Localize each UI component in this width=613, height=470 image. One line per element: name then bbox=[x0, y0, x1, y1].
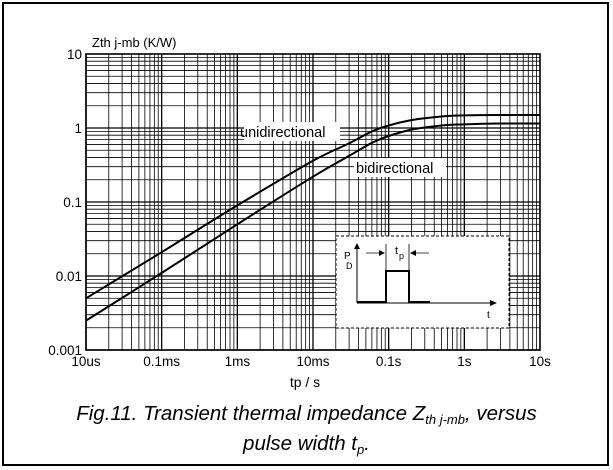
y-axis-label: Zth j-mb (K/W) bbox=[92, 35, 177, 50]
inset-pulse bbox=[357, 270, 430, 303]
y-tick-label: 10 bbox=[67, 47, 82, 62]
caption-line2-suffix: . bbox=[364, 432, 370, 455]
inset-y-arrow bbox=[354, 243, 360, 249]
inset-width-arrow-left bbox=[379, 250, 385, 256]
inset-x-label: t bbox=[487, 310, 490, 321]
label-backdrop-unidirectional bbox=[244, 122, 340, 141]
figure-frame bbox=[2, 2, 609, 466]
inset-x-arrow bbox=[490, 300, 497, 306]
series-label-unidirectional: unidirectional bbox=[240, 125, 325, 141]
x-tick-labels: 10us 0.1ms 1ms 10ms 0.1s 1s 10s bbox=[71, 354, 551, 369]
x-tick-label: 0.1s bbox=[376, 354, 402, 369]
inset-box bbox=[335, 235, 510, 329]
series bbox=[85, 113, 541, 322]
series-label-bidirectional: bidirectional bbox=[356, 161, 433, 177]
y-tick-labels: 10 1 0.1 0.01 0.001 bbox=[48, 47, 82, 358]
x-tick-label: 10s bbox=[529, 354, 551, 369]
caption-line2-sub: p bbox=[357, 442, 365, 457]
x-tick-label: 1ms bbox=[225, 354, 251, 369]
x-tick-label: 0.1ms bbox=[143, 354, 180, 369]
y-tick-label: 1 bbox=[74, 121, 82, 136]
inset-width-label-p: p bbox=[399, 251, 404, 261]
x-tick-label: 10us bbox=[71, 354, 101, 369]
figure-caption: Fig.11. Transient thermal impedance Zth … bbox=[0, 402, 613, 462]
x-axis-label: tp / s bbox=[290, 374, 320, 390]
y-tick-label: 0.01 bbox=[56, 269, 82, 284]
caption-line-2: pulse width tp. bbox=[0, 432, 613, 462]
y-tick-label: 0.1 bbox=[63, 195, 82, 210]
inset-width-arrow-right bbox=[410, 250, 416, 256]
caption-line1-suffix: , versus bbox=[464, 402, 537, 425]
series-line-bidirectional bbox=[85, 122, 541, 322]
inset-y-label-d: D bbox=[346, 261, 353, 271]
pulse-inset: t p P D t bbox=[335, 235, 510, 329]
inset-width-label-t: t bbox=[395, 245, 398, 257]
caption-line2-prefix: pulse width t bbox=[243, 432, 357, 455]
caption-line-1: Fig.11. Transient thermal impedance Zth … bbox=[0, 402, 613, 432]
plot-area bbox=[85, 53, 541, 351]
inset-y-label-p: P bbox=[344, 251, 351, 262]
x-tick-label: 10ms bbox=[296, 354, 329, 369]
caption-line1-sub: th j-mb bbox=[425, 412, 465, 427]
y-tick-label: 0.001 bbox=[48, 343, 82, 358]
caption-line1-prefix: Fig.11. Transient thermal impedance Z bbox=[76, 402, 426, 425]
series-line-unidirectional bbox=[85, 113, 541, 300]
label-backdrop-bidirectional bbox=[354, 158, 446, 177]
x-tick-label: 1s bbox=[457, 354, 472, 369]
